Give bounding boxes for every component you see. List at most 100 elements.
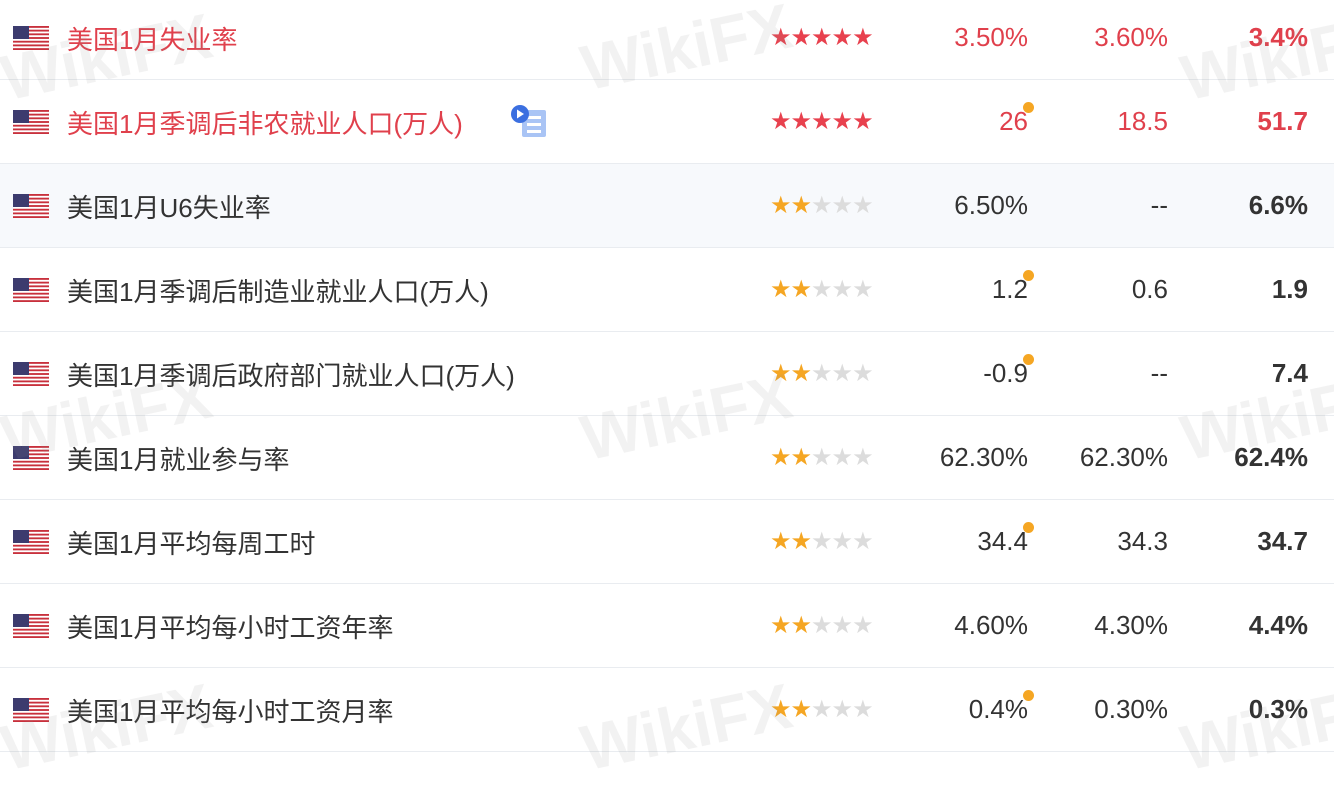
indicator-name[interactable]: 美国1月U6失业率 bbox=[67, 193, 271, 223]
star-icon: ★ bbox=[811, 528, 832, 555]
indicator-name[interactable]: 美国1月季调后非农就业人口(万人) bbox=[67, 109, 463, 139]
star-icon: ★ bbox=[790, 192, 812, 219]
star-icon: ★ bbox=[831, 528, 853, 555]
revised-dot-icon bbox=[1023, 690, 1034, 701]
star-icon: ★ bbox=[831, 696, 853, 723]
previous-value: 4.60% bbox=[954, 610, 1028, 640]
previous-value: 62.30% bbox=[939, 442, 1028, 472]
previous-value: 26 bbox=[999, 102, 1034, 137]
forecast-value: 18.5 bbox=[1117, 106, 1168, 136]
star-icon: ★ bbox=[770, 276, 791, 303]
star-icon: ★ bbox=[790, 360, 812, 387]
actual-value: 34.7 bbox=[1257, 526, 1308, 556]
star-icon: ★ bbox=[852, 108, 873, 135]
actual-value: 4.4% bbox=[1248, 610, 1308, 640]
star-icon: ★ bbox=[790, 108, 812, 135]
previous-value: 6.50% bbox=[954, 190, 1028, 220]
star-icon: ★ bbox=[770, 360, 791, 387]
actual-value: 6.6% bbox=[1248, 190, 1308, 220]
us-flag-icon bbox=[13, 278, 49, 302]
us-flag-icon bbox=[13, 614, 49, 638]
forecast-value: 0.30% bbox=[1094, 694, 1168, 724]
star-icon: ★ bbox=[831, 276, 853, 303]
importance-stars: ★★★★★ bbox=[770, 23, 874, 52]
table-row[interactable]: 美国1月季调后政府部门就业人口(万人) ★★★★★ -0.9 -- 7.4 bbox=[0, 332, 1334, 416]
importance-stars: ★★★★★ bbox=[770, 443, 874, 472]
star-icon: ★ bbox=[811, 192, 832, 219]
previous-value: -0.9 bbox=[983, 354, 1034, 389]
star-icon: ★ bbox=[811, 276, 832, 303]
forecast-value: 34.3 bbox=[1117, 526, 1168, 556]
table-row[interactable]: 美国1月就业参与率 ★★★★★ 62.30% 62.30% 62.4% bbox=[0, 416, 1334, 500]
actual-value: 62.4% bbox=[1234, 442, 1308, 472]
indicator-name[interactable]: 美国1月季调后制造业就业人口(万人) bbox=[67, 277, 489, 307]
forecast-value: 3.60% bbox=[1094, 22, 1168, 52]
star-icon: ★ bbox=[790, 528, 812, 555]
table-row[interactable]: 美国1月季调后非农就业人口(万人) ★★★★★ 26 18.5 51.7 bbox=[0, 80, 1334, 164]
revised-dot-icon bbox=[1023, 522, 1034, 533]
us-flag-icon bbox=[13, 530, 49, 554]
star-icon: ★ bbox=[770, 696, 791, 723]
indicator-name[interactable]: 美国1月平均每周工时 bbox=[67, 529, 316, 559]
star-icon: ★ bbox=[852, 612, 873, 639]
us-flag-icon bbox=[13, 698, 49, 722]
previous-value: 1.2 bbox=[992, 270, 1034, 305]
us-flag-icon bbox=[13, 110, 49, 134]
star-icon: ★ bbox=[790, 612, 812, 639]
table-row[interactable]: 美国1月季调后制造业就业人口(万人) ★★★★★ 1.2 0.6 1.9 bbox=[0, 248, 1334, 332]
indicator-name[interactable]: 美国1月平均每小时工资年率 bbox=[67, 613, 394, 643]
star-icon: ★ bbox=[811, 24, 832, 51]
table-row[interactable]: 美国1月U6失业率 ★★★★★ 6.50% -- 6.6% bbox=[0, 164, 1334, 248]
star-icon: ★ bbox=[811, 612, 832, 639]
us-flag-icon bbox=[13, 362, 49, 386]
importance-stars: ★★★★★ bbox=[770, 275, 874, 304]
star-icon: ★ bbox=[770, 528, 791, 555]
star-icon: ★ bbox=[811, 444, 832, 471]
revised-dot-icon bbox=[1023, 354, 1034, 365]
table-row[interactable]: 美国1月失业率 ★★★★★ 3.50% 3.60% 3.4% bbox=[0, 0, 1334, 80]
indicator-name[interactable]: 美国1月季调后政府部门就业人口(万人) bbox=[67, 361, 515, 391]
star-icon: ★ bbox=[852, 696, 873, 723]
star-icon: ★ bbox=[831, 444, 853, 471]
actual-value: 1.9 bbox=[1271, 274, 1308, 304]
star-icon: ★ bbox=[852, 192, 873, 219]
forecast-value: -- bbox=[1150, 190, 1168, 220]
star-icon: ★ bbox=[831, 192, 853, 219]
forecast-value: -- bbox=[1150, 358, 1168, 388]
previous-value: 3.50% bbox=[954, 22, 1028, 52]
indicator-name[interactable]: 美国1月就业参与率 bbox=[67, 445, 290, 475]
star-icon: ★ bbox=[790, 444, 812, 471]
star-icon: ★ bbox=[811, 108, 832, 135]
us-flag-icon bbox=[13, 194, 49, 218]
star-icon: ★ bbox=[852, 444, 873, 471]
forecast-value: 62.30% bbox=[1079, 442, 1168, 472]
star-icon: ★ bbox=[770, 612, 791, 639]
actual-value: 51.7 bbox=[1257, 106, 1308, 136]
previous-value: 0.4% bbox=[969, 690, 1034, 725]
us-flag-icon bbox=[13, 446, 49, 470]
play-document-icon[interactable] bbox=[510, 104, 548, 138]
table-row[interactable]: 美国1月平均每周工时 ★★★★★ 34.4 34.3 34.7 bbox=[0, 500, 1334, 584]
star-icon: ★ bbox=[811, 696, 832, 723]
revised-dot-icon bbox=[1023, 102, 1034, 113]
star-icon: ★ bbox=[852, 528, 873, 555]
us-flag-icon bbox=[13, 26, 49, 50]
star-icon: ★ bbox=[790, 696, 812, 723]
importance-stars: ★★★★★ bbox=[770, 527, 874, 556]
indicator-name[interactable]: 美国1月平均每小时工资月率 bbox=[67, 697, 394, 727]
actual-value: 7.4 bbox=[1271, 358, 1308, 388]
importance-stars: ★★★★★ bbox=[770, 695, 874, 724]
star-icon: ★ bbox=[770, 108, 791, 135]
star-icon: ★ bbox=[831, 108, 853, 135]
star-icon: ★ bbox=[790, 276, 812, 303]
star-icon: ★ bbox=[770, 24, 791, 51]
table-row[interactable]: 美国1月平均每小时工资月率 ★★★★★ 0.4% 0.30% 0.3% bbox=[0, 668, 1334, 752]
forecast-value: 0.6 bbox=[1131, 274, 1168, 304]
star-icon: ★ bbox=[831, 612, 853, 639]
indicator-name[interactable]: 美国1月失业率 bbox=[67, 25, 238, 55]
star-icon: ★ bbox=[770, 444, 791, 471]
table-row[interactable]: 美国1月平均每小时工资年率 ★★★★★ 4.60% 4.30% 4.4% bbox=[0, 584, 1334, 668]
previous-value: 34.4 bbox=[977, 522, 1034, 557]
importance-stars: ★★★★★ bbox=[770, 107, 874, 136]
star-icon: ★ bbox=[770, 192, 791, 219]
